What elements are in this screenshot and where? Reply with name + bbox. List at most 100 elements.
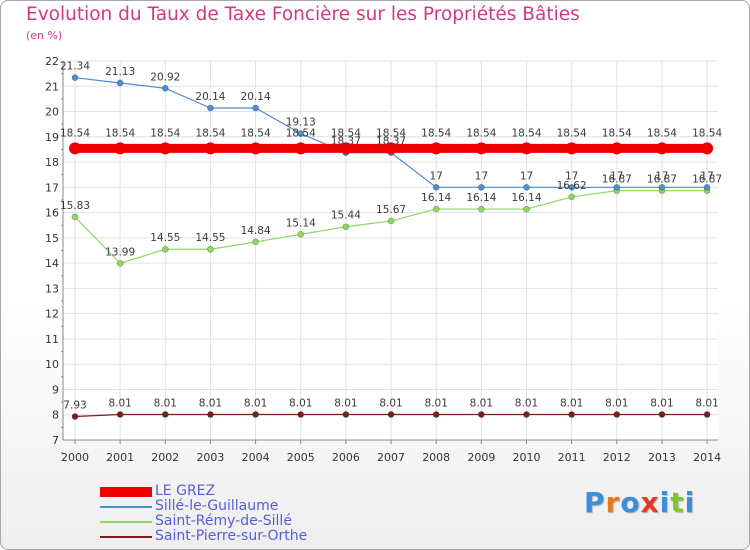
data-label-sille-le-guillaume: 18.37 xyxy=(376,136,406,148)
data-label-sille-le-guillaume: 17 xyxy=(610,170,623,182)
data-labels: 18.54 18.54 18.54 18.54 18.54 18.54 18.54 18.54… xyxy=(60,61,722,412)
y-tick-label: 17 xyxy=(45,181,59,194)
data-label-saint-remy-de-sille: 15.67 xyxy=(376,204,406,216)
data-label-saint-remy-de-sille: 14.84 xyxy=(241,225,271,237)
x-tick-label: 2004 xyxy=(242,451,270,464)
data-point-saint-pierre-sur-orthe xyxy=(162,411,169,418)
data-point-saint-remy-de-sille xyxy=(207,245,214,253)
y-tick-label: 12 xyxy=(45,308,59,321)
data-label-saint-remy-de-sille: 13.99 xyxy=(105,246,135,258)
x-tick-label: 2010 xyxy=(513,451,541,464)
data-label-le-grez: 18.54 xyxy=(647,127,677,139)
x-tick-label: 2008 xyxy=(422,451,450,464)
data-label-saint-remy-de-sille: 15.83 xyxy=(60,200,90,212)
data-point-le-grez xyxy=(701,142,714,155)
data-point-sille-le-guillaume xyxy=(71,74,79,81)
legend-swatch-le-grez xyxy=(100,487,152,497)
y-tick-label: 9 xyxy=(52,383,59,396)
data-label-sille-le-guillaume: 20.14 xyxy=(195,91,225,103)
data-point-le-grez xyxy=(114,142,127,155)
x-tick-label: 2003 xyxy=(196,451,224,464)
y-tick-label: 14 xyxy=(45,257,59,270)
data-label-saint-pierre-sur-orthe: 8.01 xyxy=(605,397,628,409)
data-label-saint-pierre-sur-orthe: 8.01 xyxy=(244,397,267,409)
data-label-sille-le-guillaume: 17 xyxy=(700,170,713,182)
data-label-le-grez: 18.54 xyxy=(376,127,406,139)
legend-label: Saint-Rémy-de-Sillé xyxy=(155,513,292,529)
data-label-saint-remy-de-sille: 16.14 xyxy=(466,192,496,204)
data-label-saint-remy-de-sille: 16.87 xyxy=(692,174,722,186)
data-label-sille-le-guillaume: 17 xyxy=(520,170,533,182)
data-label-sille-le-guillaume: 17 xyxy=(565,170,578,182)
logo-letter: t xyxy=(670,486,685,519)
series-layer xyxy=(69,74,714,420)
logo-letter: o xyxy=(620,486,641,519)
legend-swatch-sille-le-guillaume xyxy=(100,506,152,508)
legend: LE GREZ Sillé-le-Guillaume Saint-Rémy-de… xyxy=(100,483,360,544)
data-label-saint-remy-de-sille: 14.55 xyxy=(150,232,180,244)
data-point-sille-le-guillaume xyxy=(478,184,485,191)
x-tick-label: 2002 xyxy=(151,451,179,464)
data-label-saint-pierre-sur-orthe: 8.01 xyxy=(289,397,312,409)
legend-item-saint-pierre-sur-orthe[interactable]: Saint-Pierre-sur-Orthe xyxy=(100,528,360,544)
data-point-saint-remy-de-sille xyxy=(432,205,440,213)
y-tick-label: 21 xyxy=(45,80,59,93)
x-tick-label: 2005 xyxy=(287,451,315,464)
data-label-le-grez: 18.54 xyxy=(692,127,722,139)
data-point-le-grez xyxy=(430,142,443,155)
data-point-saint-pierre-sur-orthe xyxy=(658,411,666,418)
data-point-saint-remy-de-sille xyxy=(568,193,575,201)
data-point-le-grez xyxy=(249,142,262,155)
legend-item-le-grez[interactable]: LE GREZ xyxy=(100,483,360,499)
y-tick-label: 8 xyxy=(52,409,59,422)
data-label-saint-pierre-sur-orthe: 7.93 xyxy=(63,400,86,412)
data-label-saint-remy-de-sille: 16.14 xyxy=(421,192,451,204)
data-point-saint-pierre-sur-orthe xyxy=(613,411,621,418)
data-point-sille-le-guillaume xyxy=(432,184,440,191)
logo-letter: i xyxy=(684,486,696,519)
x-tick-label: 2007 xyxy=(377,451,405,464)
data-point-saint-remy-de-sille xyxy=(297,231,305,238)
data-point-sille-le-guillaume xyxy=(523,184,530,191)
data-point-saint-remy-de-sille xyxy=(478,205,485,213)
logo-letter: r xyxy=(605,486,621,519)
data-point-saint-pierre-sur-orthe xyxy=(478,411,485,418)
data-label-saint-pierre-sur-orthe: 8.01 xyxy=(334,397,357,409)
legend-swatch-saint-remy-de-sille xyxy=(100,521,152,523)
data-point-sille-le-guillaume xyxy=(252,104,259,112)
data-point-le-grez xyxy=(520,142,533,155)
data-point-saint-pierre-sur-orthe xyxy=(207,411,214,418)
data-label-sille-le-guillaume: 20.92 xyxy=(150,71,180,83)
data-label-sille-le-guillaume: 17 xyxy=(475,170,488,182)
data-point-saint-pierre-sur-orthe xyxy=(568,411,575,418)
data-point-saint-remy-de-sille xyxy=(387,217,395,225)
x-tick-label: 2009 xyxy=(467,451,495,464)
data-label-le-grez: 18.54 xyxy=(421,127,451,139)
data-point-saint-pierre-sur-orthe xyxy=(71,413,79,420)
data-label-sille-le-guillaume: 18.37 xyxy=(331,136,361,148)
data-point-le-grez xyxy=(655,142,668,155)
legend-item-saint-remy-de-sille[interactable]: Saint-Rémy-de-Sillé xyxy=(100,513,360,529)
data-point-saint-remy-de-sille xyxy=(71,213,79,221)
data-label-saint-pierre-sur-orthe: 8.01 xyxy=(695,397,718,409)
data-point-le-grez xyxy=(159,142,172,155)
data-label-sille-le-guillaume: 17 xyxy=(430,170,443,182)
x-tick-label: 2012 xyxy=(603,451,631,464)
data-point-saint-pierre-sur-orthe xyxy=(297,411,305,418)
proxiti-logo: Proxiti xyxy=(584,486,695,519)
data-point-sille-le-guillaume xyxy=(658,184,666,191)
data-label-saint-remy-de-sille: 16.87 xyxy=(602,174,632,186)
data-point-saint-pierre-sur-orthe xyxy=(387,411,395,418)
x-tick-label: 2001 xyxy=(106,451,134,464)
data-label-saint-pierre-sur-orthe: 8.01 xyxy=(425,397,448,409)
data-point-saint-pierre-sur-orthe xyxy=(703,411,711,418)
data-label-saint-pierre-sur-orthe: 8.01 xyxy=(154,397,177,409)
data-label-le-grez: 18.54 xyxy=(195,127,225,139)
chart-title: Evolution du Taux de Taxe Foncière sur l… xyxy=(26,4,580,25)
axes: 7 8 9 10 11 12 13 14 15 16 17 18 19 20 21 22 2000 2001 200… xyxy=(45,55,721,464)
y-tick-label: 20 xyxy=(45,106,59,119)
data-point-saint-remy-de-sille xyxy=(116,260,124,267)
legend-item-sille-le-guillaume[interactable]: Sillé-le-Guillaume xyxy=(100,498,360,514)
data-point-le-grez xyxy=(475,142,488,155)
